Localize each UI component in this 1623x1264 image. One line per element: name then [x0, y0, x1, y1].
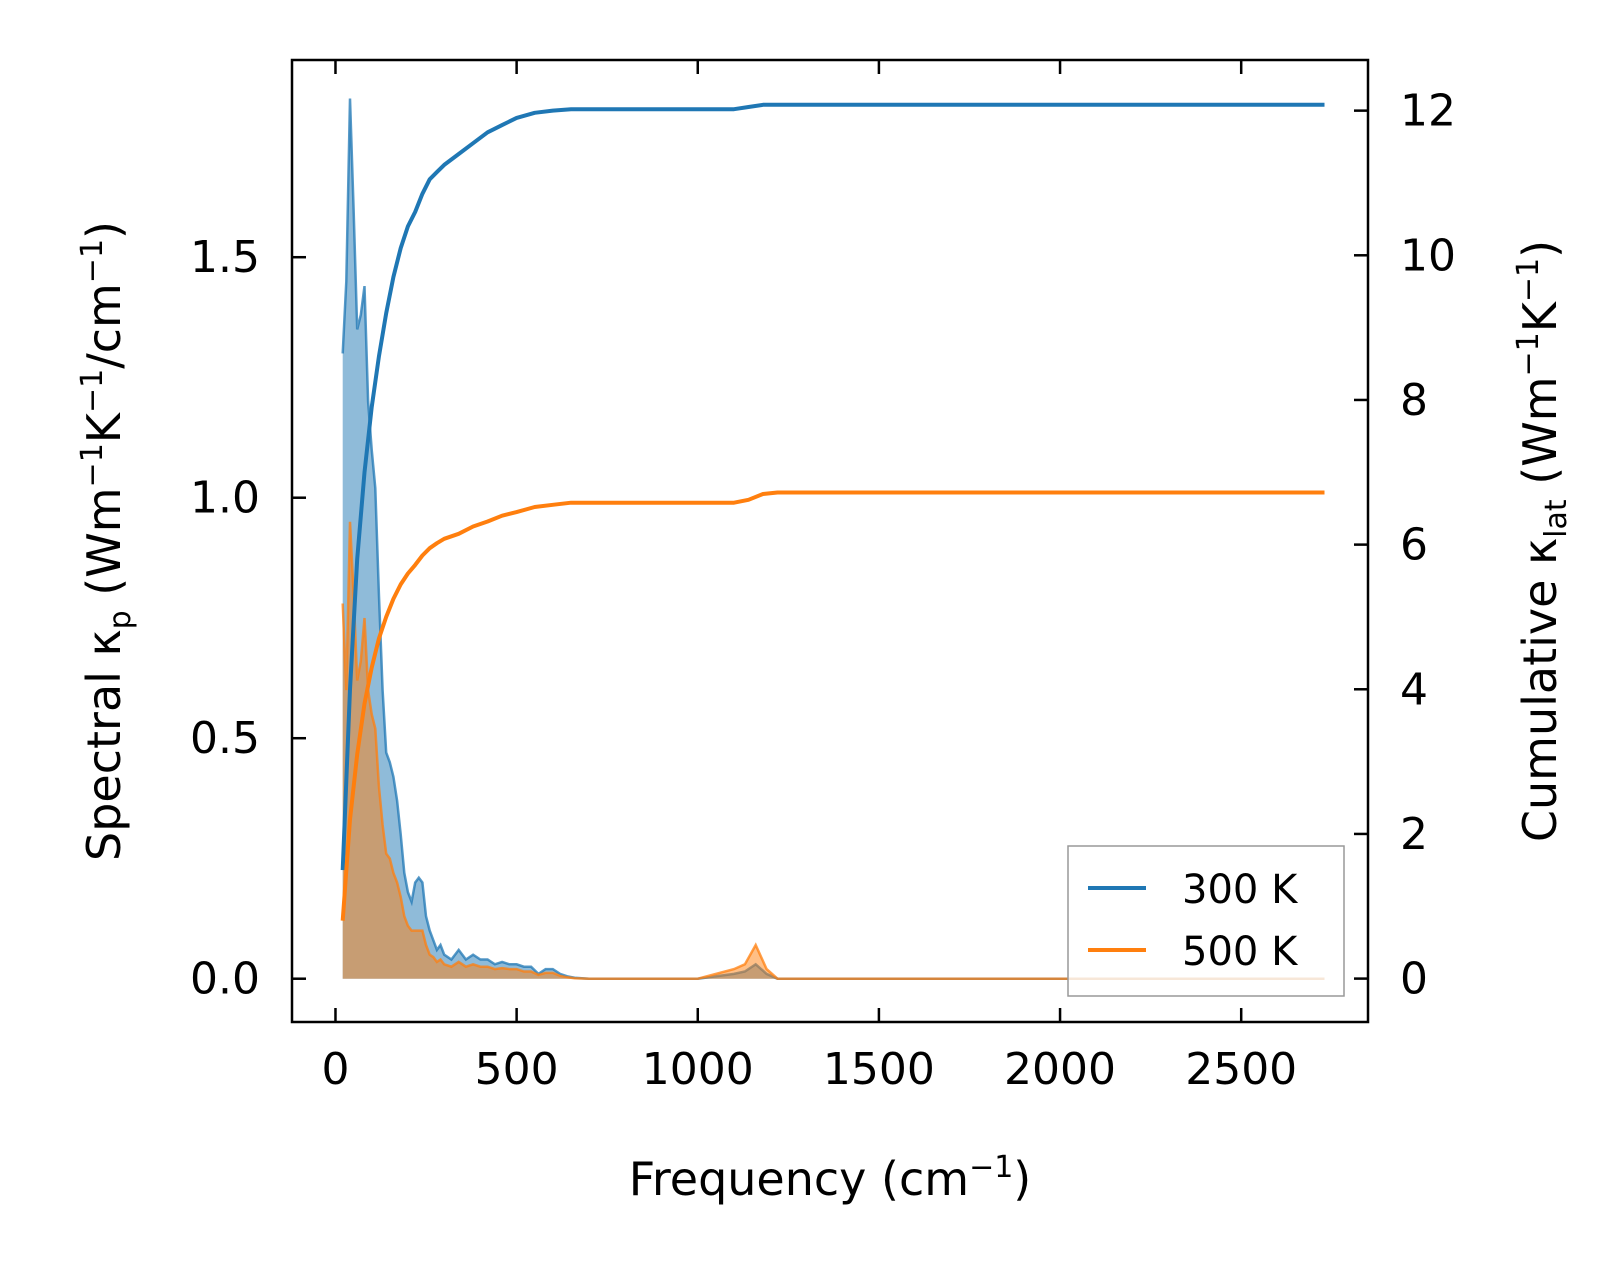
y-right-tick-label: 0	[1400, 954, 1428, 1005]
x-tick-label: 2500	[1185, 1044, 1297, 1095]
plot-frame	[290, 58, 1370, 1024]
x-tick-label: 0	[321, 1044, 349, 1095]
y-right-tick-label: 12	[1400, 86, 1456, 137]
y-left-tick-label: 1.5	[190, 232, 260, 283]
legend-label-300k: 300 K	[1182, 867, 1299, 913]
x-axis-label: Frequency (cm−1)	[629, 1150, 1032, 1206]
y-right-tick-label: 8	[1400, 375, 1428, 426]
cumulative-line-500k	[340, 490, 1325, 921]
y-right-tick-label: 6	[1400, 520, 1428, 571]
legend: 300 K 500 K	[1067, 845, 1345, 997]
y-right-tick-label: 2	[1400, 809, 1428, 860]
y-right-tick-label: 10	[1400, 230, 1456, 281]
legend-label-500k: 500 K	[1182, 929, 1299, 975]
y-left-tick-label: 1.0	[190, 473, 260, 524]
y-left-axis-label: Spectral κp (Wm−1K−1/cm−1)	[75, 221, 138, 861]
y-left-tick-label: 0.0	[190, 954, 260, 1005]
x-tick-label: 1500	[823, 1044, 935, 1095]
cumulative-line-300k	[340, 102, 1325, 871]
x-tick-label: 1000	[642, 1044, 754, 1095]
plot-area	[340, 98, 1325, 980]
spectral-line-500k	[341, 521, 1325, 980]
axis-ticks: 0 500 1000 1500 2000 2500 0.0 0.5 1.0 1.5 0 2 4 6 8 10 1…	[190, 60, 1456, 1095]
series-group	[340, 98, 1325, 980]
y-right-axis-label: Cumulative κlat (Wm−1K−1)	[1511, 240, 1574, 842]
y-right-tick-label: 4	[1400, 664, 1428, 715]
x-tick-label: 500	[475, 1044, 559, 1095]
x-tick-label: 2000	[1004, 1044, 1116, 1095]
y-left-tick-label: 0.5	[190, 713, 260, 764]
legend-box	[1067, 845, 1345, 997]
